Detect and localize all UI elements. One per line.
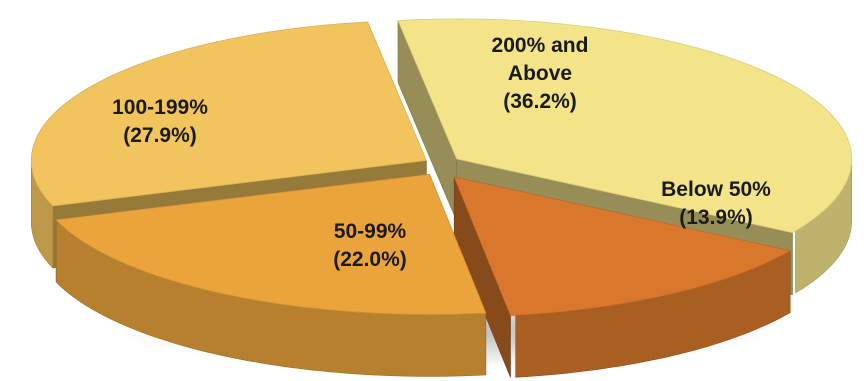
slice-percent-3: (27.9%) [123, 124, 197, 147]
slice-label-line-3-0: 100-199% [112, 96, 208, 119]
slice-label-1: Below 50% (13.9%) [661, 178, 771, 229]
slice-label-line-0-1: Above [508, 62, 572, 85]
pie-slice-0 [397, 18, 853, 234]
slice-percent-2: (22.0%) [333, 248, 407, 271]
pie-labels: 200% and Above (36.2%) Below 50% (13.9%) 50-9… [112, 34, 771, 271]
pie-slice-2 [55, 173, 487, 315]
slice-label-line-2-0: 50-99% [334, 220, 407, 243]
pie-slice-1 [453, 176, 792, 316]
pie-tops [30, 18, 853, 316]
slice-label-2: 50-99% (22.0%) [333, 220, 407, 271]
slice-label-line-0-0: 200% and [492, 34, 589, 57]
slice-percent-0: (36.2%) [503, 90, 577, 113]
pie-slice-3 [30, 21, 427, 207]
slice-label-line-1-0: Below 50% [661, 178, 771, 201]
slice-label-0: 200% and Above (36.2%) [492, 34, 589, 113]
slice-percent-1: (13.9%) [679, 206, 753, 229]
slice-label-3: 100-199% (27.9%) [112, 96, 208, 147]
